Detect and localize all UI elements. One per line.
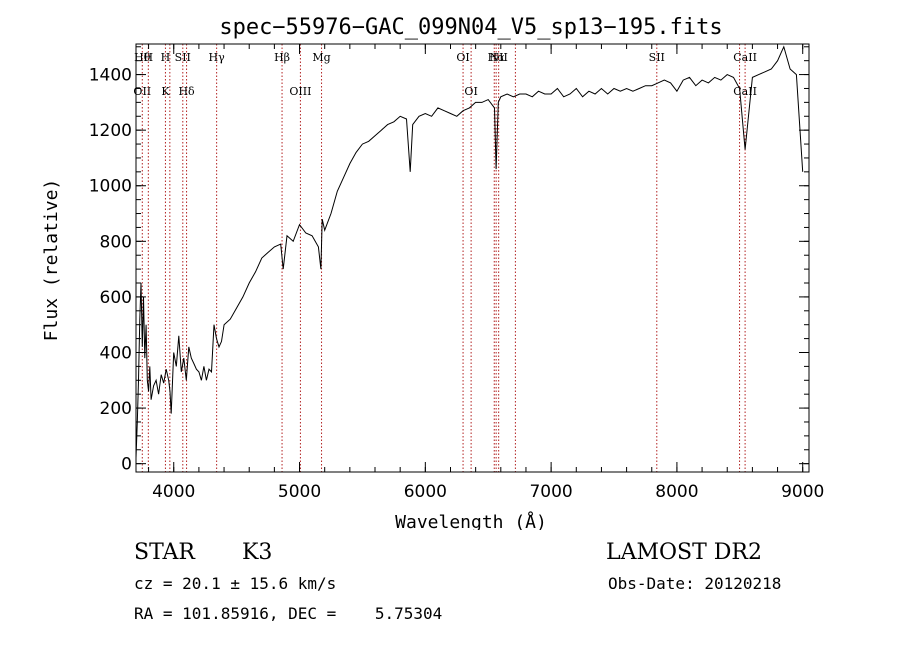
line-label-top: Mg [312,51,330,64]
redshift-value: cz = 20.1 ± 15.6 km/s [134,574,337,593]
y-tick-label: 200 [100,399,132,419]
line-label-top: H [161,51,171,64]
y-tick-label: 1200 [89,121,132,141]
x-tick-label: 6000 [404,482,447,502]
line-label-bottom: CaII [733,85,757,98]
spectral-subclass: K3 [242,540,273,565]
y-tick-label: 1000 [89,177,132,197]
x-tick-label: 9000 [781,482,824,502]
y-tick-label: 400 [100,343,132,363]
line-label-top: Hα [488,51,506,64]
y-tick-label: 0 [121,455,132,475]
line-label-bottom: K [161,85,170,98]
y-tick-label: 800 [100,232,132,252]
axis-ticks [136,44,809,472]
spectrum-line [135,45,804,459]
line-label-top: CaII [733,51,757,64]
axis-tick-labels: 4000 5000 6000 7000 8000 9000 0 200 400 600 800 100… [89,66,825,502]
y-axis-label: Flux (relative) [41,179,62,342]
survey-name: LAMOST DR2 [606,540,762,565]
line-label-top: OI [456,51,469,64]
observation-date: Obs-Date: 20120218 [608,574,782,593]
chart-title: spec−55976−GAC_099N04_V5_sp13−195.fits [219,15,722,40]
line-label-top: SII [175,51,191,64]
plot-frame [135,43,810,473]
y-tick-label: 1400 [89,66,132,86]
line-label-bottom: Hδ [178,85,195,98]
x-axis-label: Wavelength (Å) [395,511,547,530]
x-tick-label: 4000 [152,482,195,502]
line-label-bottom: OIII [289,85,311,98]
coordinates: RA = 101.85916, DEC = 5.75304 [134,604,443,623]
line-label-top: Hβ [274,51,290,64]
object-type: STAR [134,540,195,565]
line-label-top: SII [649,51,665,64]
line-label-top: H [144,51,154,64]
x-tick-label: 8000 [655,482,698,502]
x-tick-label: 5000 [278,482,321,502]
spectrum-chart: spec−55976−GAC_099N04_V5_sp13−195.fits H… [41,15,825,530]
line-label-top: Hγ [209,51,226,64]
line-label-bottom: OI [464,85,477,98]
y-tick-label: 600 [100,288,132,308]
line-label-top: NII [490,51,508,64]
x-tick-label: 7000 [529,482,572,502]
